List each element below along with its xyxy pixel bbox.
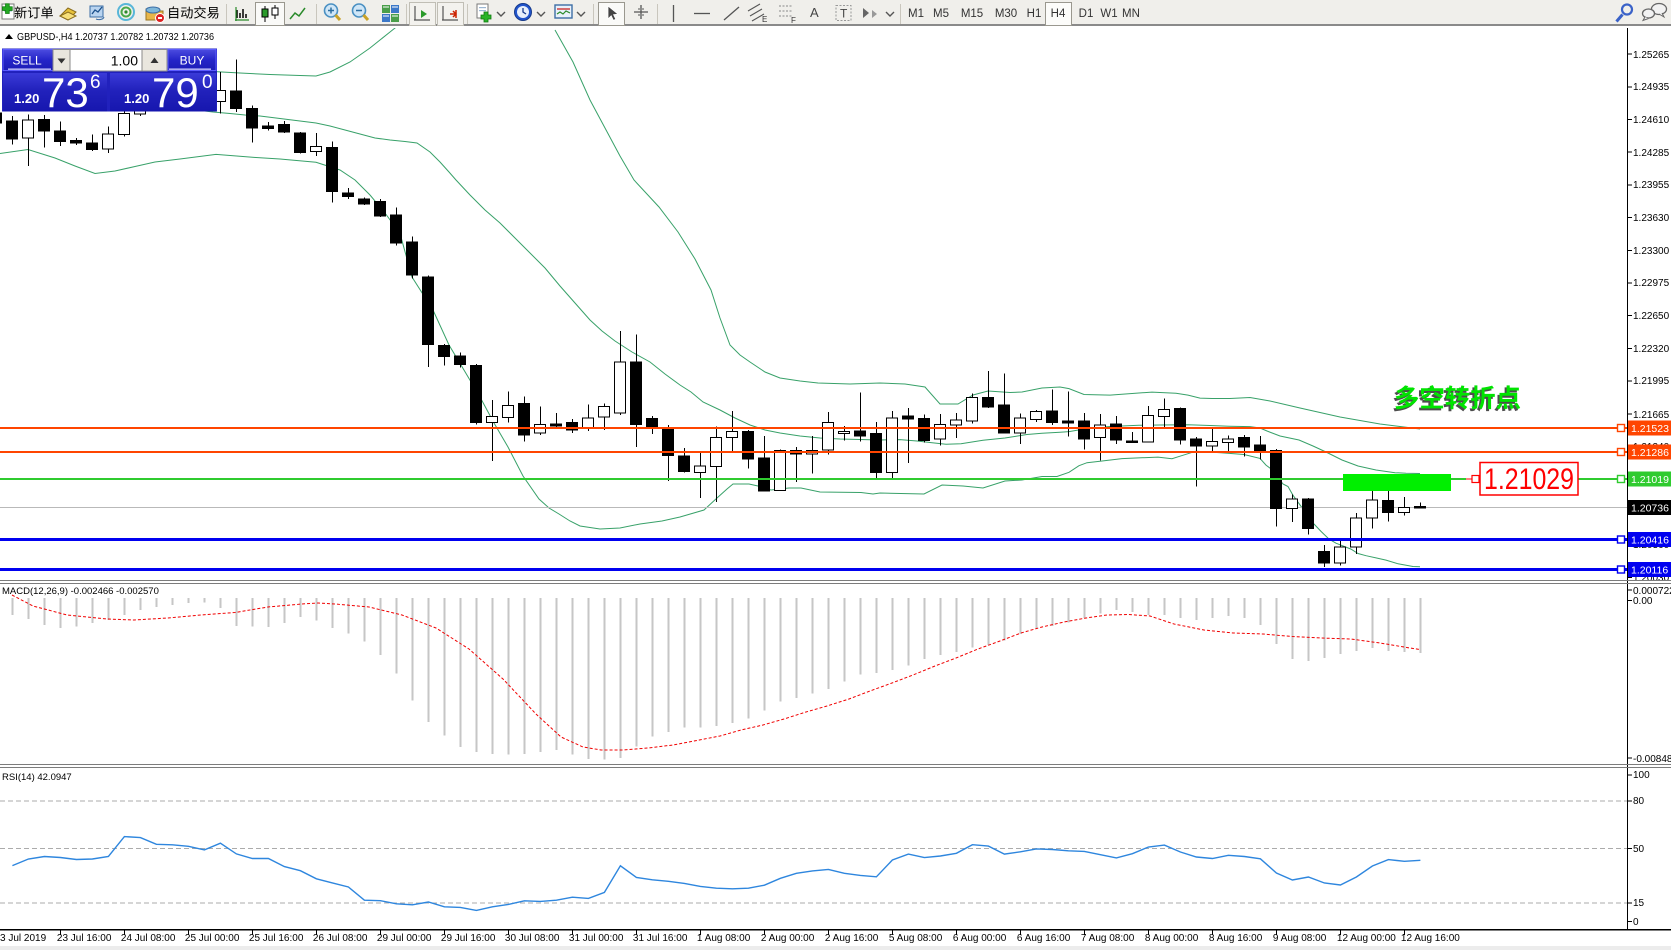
- svg-text:9 Aug 08:00: 9 Aug 08:00: [1273, 933, 1327, 944]
- svg-text:100: 100: [1633, 770, 1650, 781]
- svg-text:7 Aug 08:00: 7 Aug 08:00: [1081, 933, 1135, 944]
- svg-text:E: E: [762, 15, 767, 24]
- svg-text:M30: M30: [995, 8, 1017, 20]
- svg-text:3 Jul 2019: 3 Jul 2019: [0, 933, 47, 944]
- svg-text:MACD(12,26,9) -0.002466 -0.002: MACD(12,26,9) -0.002466 -0.002570: [2, 586, 159, 597]
- svg-text:31 Jul 00:00: 31 Jul 00:00: [569, 933, 624, 944]
- svg-text:D1: D1: [1079, 8, 1094, 20]
- svg-text:F: F: [791, 16, 796, 25]
- svg-text:H4: H4: [1051, 8, 1066, 20]
- svg-text:15: 15: [1633, 898, 1645, 909]
- svg-text:1.23955: 1.23955: [1633, 180, 1670, 191]
- svg-text:A: A: [810, 5, 819, 20]
- svg-text:1.21286: 1.21286: [1631, 447, 1669, 459]
- svg-text:25 Jul 16:00: 25 Jul 16:00: [249, 933, 304, 944]
- svg-text:8 Aug 00:00: 8 Aug 00:00: [1145, 933, 1199, 944]
- svg-text:T: T: [840, 7, 848, 21]
- svg-text:1.21029: 1.21029: [1484, 463, 1574, 496]
- svg-text:6: 6: [90, 72, 101, 93]
- svg-text:1.00: 1.00: [111, 53, 138, 69]
- svg-text:1.24610: 1.24610: [1633, 115, 1670, 126]
- svg-text:1.22975: 1.22975: [1633, 278, 1670, 289]
- svg-text:0: 0: [1633, 917, 1639, 928]
- svg-text:1.20030: 1.20030: [1633, 573, 1670, 584]
- svg-text:1.22650: 1.22650: [1633, 311, 1670, 322]
- svg-text:0: 0: [202, 72, 213, 93]
- svg-text:6 Aug 00:00: 6 Aug 00:00: [953, 933, 1007, 944]
- svg-text:H1: H1: [1027, 8, 1042, 20]
- svg-text:1.23300: 1.23300: [1633, 246, 1670, 257]
- svg-text:RSI(14) 42.0947: RSI(14) 42.0947: [2, 772, 72, 783]
- svg-text:1 Aug 08:00: 1 Aug 08:00: [697, 933, 751, 944]
- svg-text:6 Aug 16:00: 6 Aug 16:00: [1017, 933, 1071, 944]
- svg-text:2 Aug 00:00: 2 Aug 00:00: [761, 933, 815, 944]
- svg-text:5 Aug 08:00: 5 Aug 08:00: [889, 933, 943, 944]
- svg-text:1.24285: 1.24285: [1633, 148, 1670, 159]
- svg-text:79: 79: [152, 69, 199, 116]
- svg-text:BUY: BUY: [180, 54, 205, 68]
- svg-text:2 Aug 16:00: 2 Aug 16:00: [825, 933, 879, 944]
- svg-text:24 Jul 08:00: 24 Jul 08:00: [121, 933, 176, 944]
- svg-text:29 Jul 00:00: 29 Jul 00:00: [377, 933, 432, 944]
- svg-text:73: 73: [42, 69, 89, 116]
- svg-text:26 Jul 08:00: 26 Jul 08:00: [313, 933, 368, 944]
- svg-text:0.000722: 0.000722: [1633, 586, 1671, 597]
- svg-text:-0.00848: -0.00848: [1633, 754, 1671, 765]
- svg-text:80: 80: [1633, 796, 1645, 807]
- svg-text:1.21019: 1.21019: [1631, 474, 1669, 486]
- svg-text:12 Aug 00:00: 12 Aug 00:00: [1337, 933, 1396, 944]
- svg-text:1.20736: 1.20736: [1631, 503, 1669, 515]
- svg-text:50: 50: [1633, 844, 1645, 855]
- svg-text:SELL: SELL: [12, 54, 42, 68]
- svg-text:1.20: 1.20: [14, 91, 39, 106]
- svg-text:31 Jul 16:00: 31 Jul 16:00: [633, 933, 688, 944]
- svg-text:1.21665: 1.21665: [1633, 410, 1670, 421]
- svg-text:1.21995: 1.21995: [1633, 376, 1670, 387]
- svg-text:1.25265: 1.25265: [1633, 50, 1670, 61]
- svg-text:MN: MN: [1122, 8, 1140, 20]
- svg-text:1.20116: 1.20116: [1631, 565, 1668, 577]
- svg-text:1.23630: 1.23630: [1633, 213, 1670, 224]
- svg-text:30 Jul 08:00: 30 Jul 08:00: [505, 933, 560, 944]
- svg-text:1.22320: 1.22320: [1633, 344, 1670, 355]
- svg-text:23 Jul 16:00: 23 Jul 16:00: [57, 933, 112, 944]
- svg-text:GBPUSD-,H4 1.20737 1.20782 1.: GBPUSD-,H4 1.20737 1.20782 1.20732 1.207…: [17, 32, 214, 43]
- svg-text:0.00: 0.00: [1633, 596, 1653, 607]
- svg-text:8 Aug 16:00: 8 Aug 16:00: [1209, 933, 1263, 944]
- svg-text:1.20416: 1.20416: [1631, 535, 1669, 547]
- svg-text:29 Jul 16:00: 29 Jul 16:00: [441, 933, 496, 944]
- svg-text:M5: M5: [933, 8, 949, 20]
- svg-text:1.24935: 1.24935: [1633, 82, 1670, 93]
- svg-text:M15: M15: [961, 8, 983, 20]
- svg-text:25 Jul 00:00: 25 Jul 00:00: [185, 933, 240, 944]
- svg-text:1.21523: 1.21523: [1631, 423, 1669, 435]
- svg-text:W1: W1: [1100, 8, 1117, 20]
- svg-text:12 Aug 16:00: 12 Aug 16:00: [1401, 933, 1460, 944]
- svg-text:M1: M1: [908, 8, 924, 20]
- svg-text:1.20: 1.20: [124, 91, 149, 106]
